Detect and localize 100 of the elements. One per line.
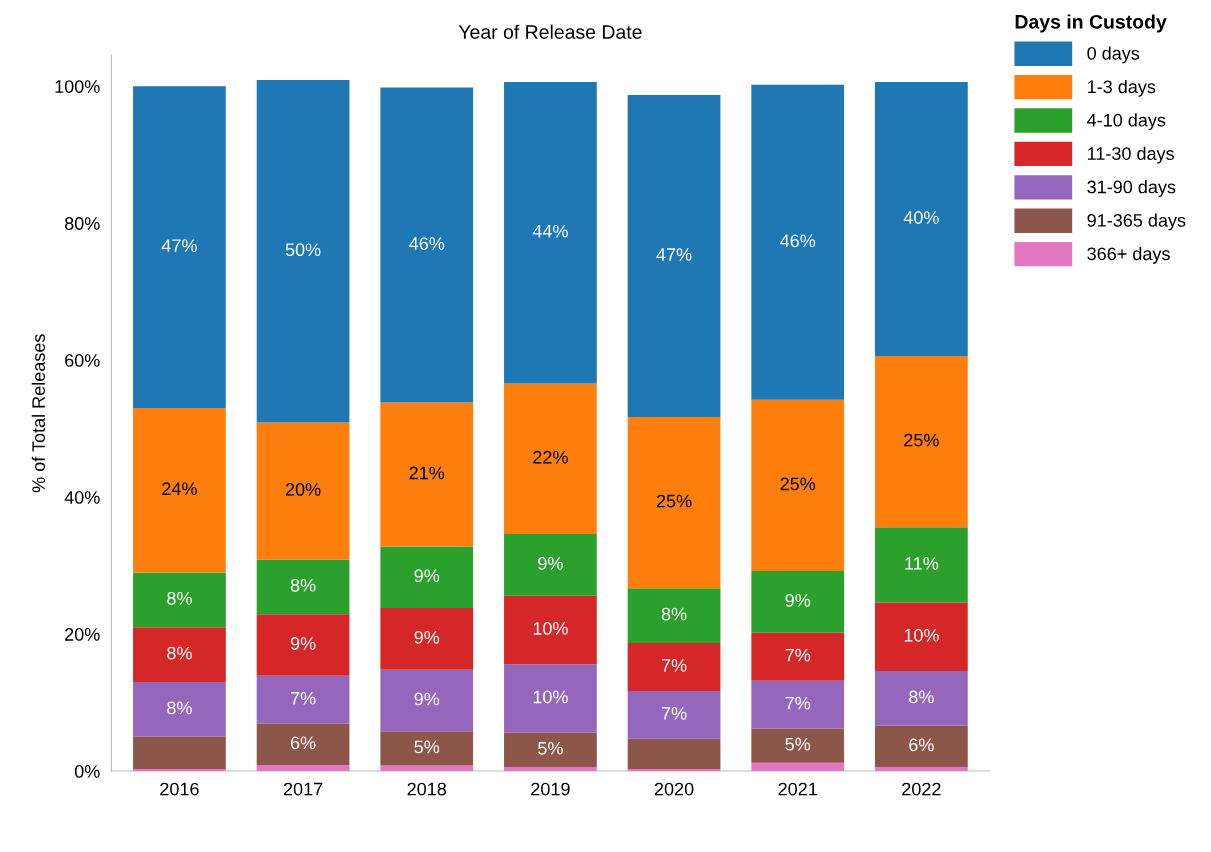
bar — [751, 571, 845, 633]
legend-label: 0 days — [1087, 46, 1140, 64]
bar — [256, 723, 350, 765]
data-label: 10% — [904, 628, 939, 642]
bar — [627, 416, 721, 589]
y-tick-label: 80% — [64, 217, 100, 230]
data-label: 24% — [162, 482, 197, 496]
bar — [627, 690, 721, 739]
y-tick-label: 20% — [65, 628, 100, 641]
data-label: 8% — [167, 646, 192, 660]
bar — [504, 664, 597, 733]
bar — [380, 731, 474, 766]
data-label: 7% — [785, 648, 811, 662]
data-label: 8% — [167, 591, 192, 605]
bar — [133, 627, 226, 683]
bar — [751, 399, 845, 572]
data-label: 9% — [538, 556, 563, 570]
data-label: 47% — [161, 239, 197, 252]
bar — [504, 82, 597, 384]
bar — [627, 95, 721, 417]
bar — [133, 408, 226, 573]
bar — [133, 572, 226, 628]
legend-label: 91-365 days — [1087, 213, 1186, 231]
bar — [256, 559, 350, 615]
bar — [133, 86, 226, 409]
bar — [875, 356, 968, 528]
data-label: 6% — [909, 738, 934, 752]
data-label: 5% — [414, 740, 440, 754]
data-label: 11% — [905, 557, 939, 570]
x-tick-label: 2017 — [283, 782, 323, 796]
data-label: 46% — [409, 237, 445, 250]
data-label: 21% — [409, 466, 445, 480]
bar — [256, 614, 350, 676]
legend-label: 1-3 days — [1088, 79, 1156, 97]
data-label: 22% — [533, 450, 568, 464]
bar — [875, 671, 968, 726]
bar — [504, 383, 597, 535]
bar — [256, 675, 350, 724]
y-tick-label: 60% — [65, 354, 100, 367]
data-label: 8% — [909, 690, 934, 704]
data-label: 40% — [903, 211, 939, 224]
x-tick-label: 2020 — [654, 782, 694, 796]
data-label: 50% — [285, 243, 321, 257]
legend-label: 366+ days — [1087, 246, 1170, 264]
data-label: 25% — [656, 494, 692, 508]
bar — [504, 595, 597, 665]
bar — [875, 725, 968, 767]
data-label: 9% — [414, 692, 440, 706]
data-label: 8% — [661, 607, 687, 621]
bar — [380, 765, 474, 772]
data-label: 20% — [285, 483, 321, 496]
data-label: 8% — [290, 578, 316, 592]
bar — [504, 732, 597, 767]
bar — [875, 766, 968, 772]
y-tick-label: 100% — [55, 80, 100, 93]
data-label: 10% — [533, 622, 568, 635]
data-label: 9% — [414, 569, 440, 583]
bar — [875, 82, 968, 357]
legend-label: 31-90 days — [1087, 180, 1176, 197]
bar — [504, 534, 597, 596]
data-label: 7% — [661, 659, 687, 672]
data-label: 44% — [532, 224, 568, 238]
data-label: 47% — [656, 248, 692, 261]
bar — [380, 87, 474, 403]
y-axis-title: % of Total Releases — [31, 334, 45, 493]
bar — [256, 80, 350, 423]
bar — [751, 762, 845, 772]
bar — [627, 588, 721, 643]
data-label: 10% — [533, 690, 568, 704]
bar — [751, 728, 845, 763]
data-label: 8% — [167, 701, 192, 715]
bar — [627, 738, 721, 770]
bar — [380, 546, 474, 609]
bar — [875, 527, 968, 603]
bar — [256, 422, 350, 560]
data-label: 9% — [290, 637, 316, 650]
data-label: 5% — [785, 737, 811, 751]
bar — [380, 608, 474, 670]
x-tick-label: 2021 — [778, 782, 817, 796]
bar — [504, 766, 597, 772]
bar — [133, 769, 226, 772]
data-label: 46% — [780, 234, 816, 248]
data-label: 25% — [780, 477, 816, 491]
bar — [627, 642, 721, 691]
bar — [133, 682, 226, 737]
chart-title: Year of Release Date — [458, 24, 642, 39]
legend-label: 11-30 days — [1088, 146, 1174, 164]
data-label: 6% — [290, 736, 316, 750]
data-label: 9% — [414, 630, 440, 644]
y-tick-label: 40% — [64, 491, 100, 504]
bar — [256, 764, 350, 772]
data-label: 9% — [785, 593, 811, 607]
legend-label: 4-10 days — [1087, 113, 1166, 131]
bar — [380, 669, 474, 732]
x-tick-label: 2019 — [531, 782, 570, 796]
bar — [380, 402, 474, 547]
x-tick-label: 2022 — [902, 782, 941, 796]
data-label: 25% — [904, 433, 939, 447]
data-label: 7% — [661, 707, 687, 720]
x-tick-label: 2018 — [407, 782, 447, 796]
